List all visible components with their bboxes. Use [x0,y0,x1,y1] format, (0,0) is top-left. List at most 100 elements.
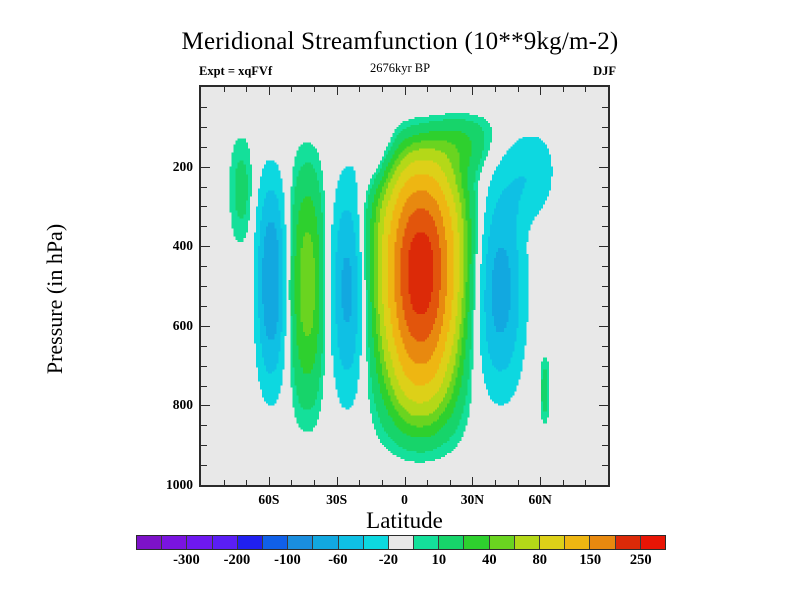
x-axis-tick-label: 60N [528,492,552,507]
colorbar-tick-label: -60 [328,552,348,568]
axis-tick [599,167,608,169]
axis-tick [427,480,429,485]
axis-tick [518,480,520,485]
axis-tick [201,425,207,427]
colorbar-cell [589,536,615,549]
colorbar-tick-label: -300 [173,552,200,568]
axis-tick [602,107,608,109]
axis-tick [472,477,474,485]
axis-tick [602,266,608,268]
y-axis-tick-label: 600 [172,317,193,333]
axis-tick [201,465,207,467]
axis-tick [201,107,207,109]
axis-tick [201,167,210,169]
colorbar-tick-label: 150 [579,552,602,568]
axis-tick [495,480,497,485]
x-axis-tick-label: 0 [401,492,408,507]
axis-tick [427,87,429,92]
axis-tick [602,425,608,427]
axis-tick [224,480,226,485]
colorbar-cell [161,536,187,549]
axis-tick [201,386,207,388]
axis-tick [224,87,226,92]
axis-tick [382,480,384,485]
page-title: Meridional Streamfunction (10**9kg/m-2) [181,28,619,55]
axis-tick [563,87,565,92]
colorbar-cell [539,536,565,549]
axis-tick [585,480,587,485]
axis-tick [201,187,207,189]
axis-tick [599,246,608,248]
y-axis-tick-label: 400 [172,238,193,254]
axis-tick [450,87,452,92]
colorbar-cell [614,536,640,549]
colorbar-cell [312,536,338,549]
time-period-label: 2676kyr BP [369,61,431,75]
x-axis-tick-label: 30S [326,492,348,507]
axis-tick [472,87,474,95]
axis-tick [337,87,339,95]
axis-tick [246,87,248,92]
axis-tick [602,386,608,388]
axis-tick [201,326,210,328]
axis-tick [314,480,316,485]
axis-tick [602,226,608,228]
y-axis-title: Pressure (in hPa) [42,223,67,375]
colorbar-cell [463,536,489,549]
axis-tick [291,480,293,485]
y-axis-tick-label: 800 [172,397,193,413]
colorbar-cell [438,536,464,549]
axis-tick [602,206,608,208]
colorbar-cell [387,536,414,549]
axis-tick [201,366,207,368]
axis-tick [201,306,207,308]
axis-tick [602,465,608,467]
axis-tick [602,346,608,348]
colorbar-cell [287,536,313,549]
colorbar-cell [211,536,237,549]
contour-field [201,87,608,485]
colorbar-tick-label: 80 [532,552,548,568]
axis-tick [518,87,520,92]
axis-tick [201,226,207,228]
colorbar-tick-label: -20 [378,552,399,568]
colorbar-cell [488,536,514,549]
colorbar-cell [261,536,288,549]
axis-tick [405,87,407,95]
colorbar-cell [337,536,363,549]
axis-tick [602,366,608,368]
colorbar-cell [236,536,262,549]
axis-tick [540,87,542,95]
axis-tick [599,326,608,328]
colorbar-cell [186,536,212,549]
colorbar-tick-label: 10 [431,552,447,568]
axis-tick [495,87,497,92]
axis-tick [540,477,542,485]
axis-tick [201,266,207,268]
axis-tick [585,87,587,92]
axis-tick [602,127,608,129]
axis-tick [201,246,210,248]
axis-tick [201,127,207,129]
x-axis-tick-label: 30N [460,492,484,507]
axis-tick [359,87,361,92]
colorbar-tick-label: 40 [482,552,497,568]
axis-tick [359,480,361,485]
colorbar-cell [413,536,439,549]
season-label: DJF [593,64,616,78]
axis-tick [602,445,608,447]
x-axis-tick-label: 60S [258,492,280,507]
axis-tick [602,187,608,189]
x-axis-title: Latitude [366,508,443,533]
axis-tick [246,480,248,485]
colorbar-cell [513,536,539,549]
contour-band-positive [408,232,433,314]
axis-tick [405,477,407,485]
axis-tick [602,286,608,288]
axis-tick [201,206,207,208]
plot-area [199,85,610,487]
axis-tick [269,477,271,485]
axis-tick [201,346,207,348]
colorbar [136,535,666,550]
axis-tick [201,445,207,447]
